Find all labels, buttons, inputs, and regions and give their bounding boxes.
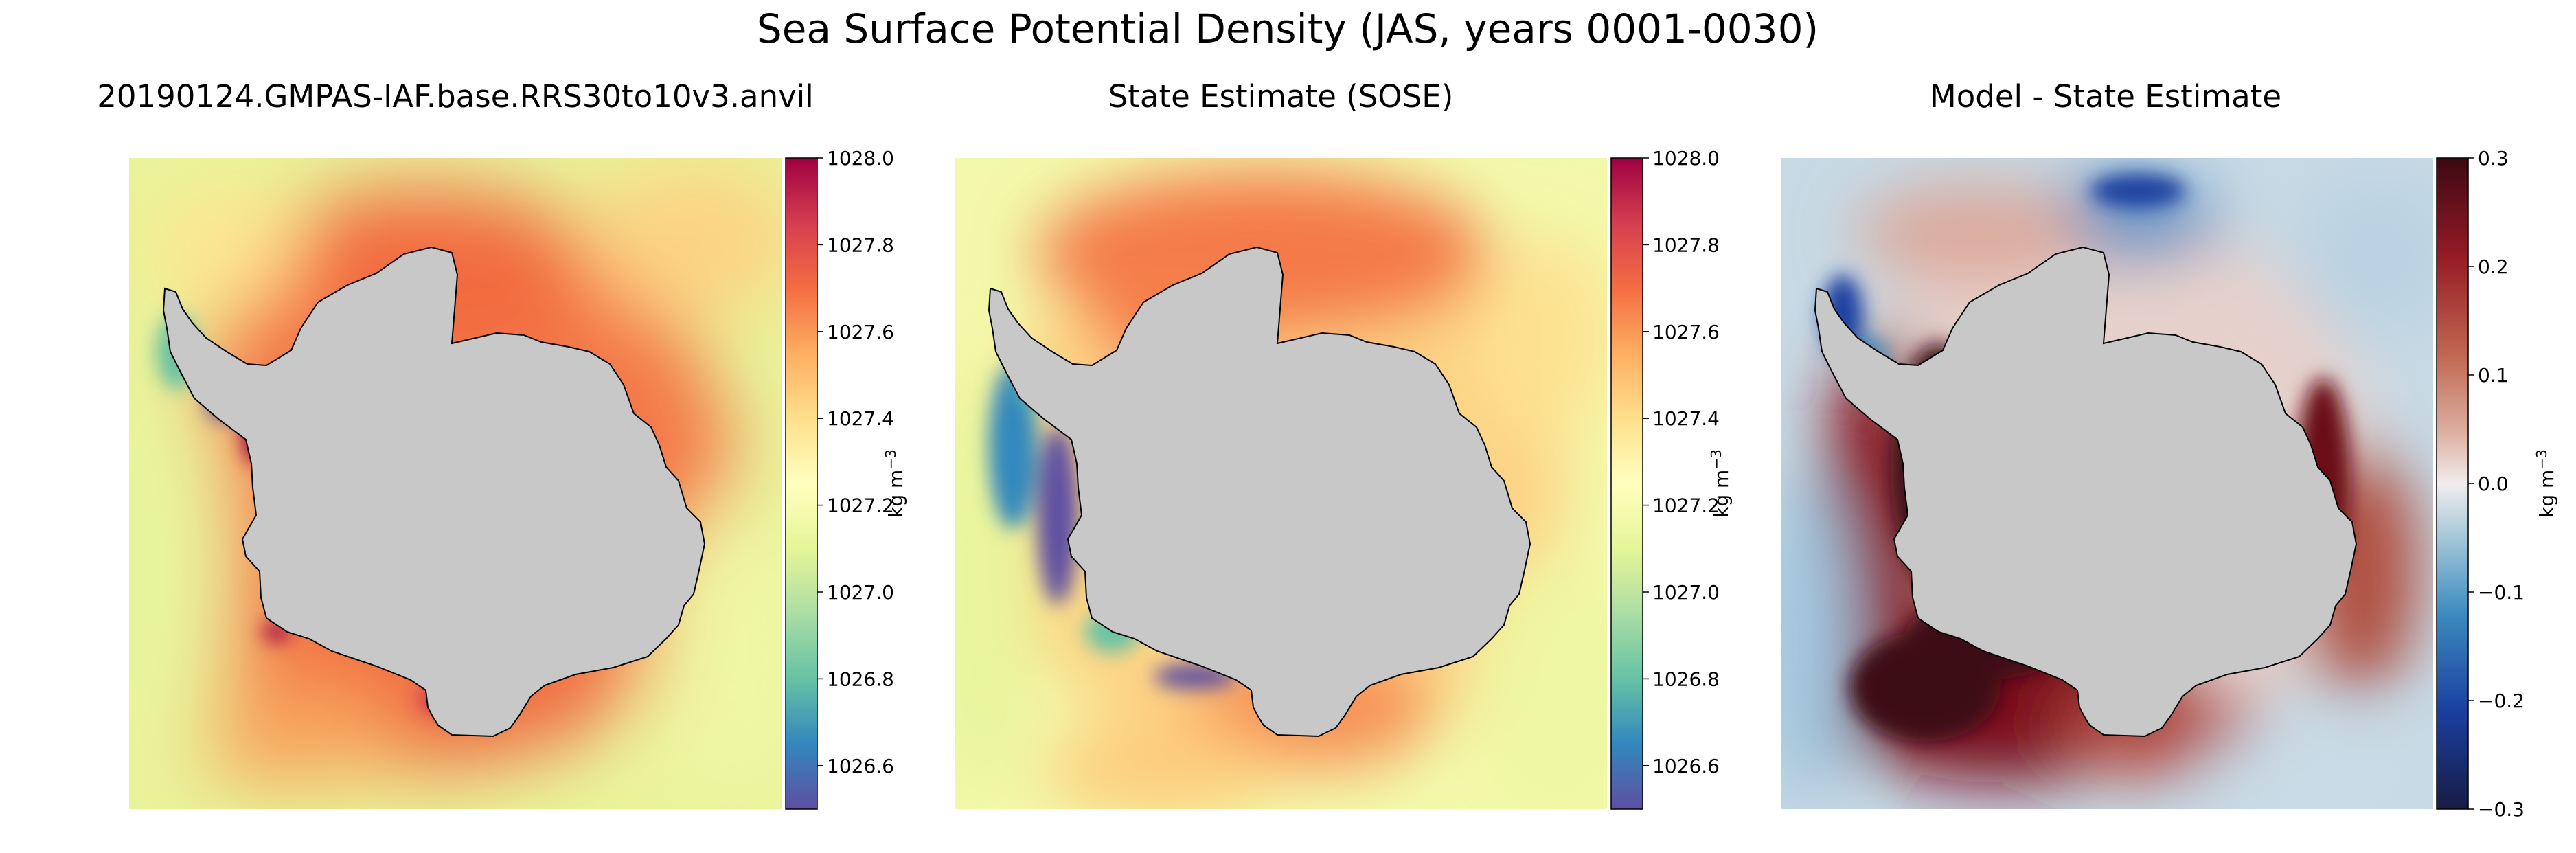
colorbar-sose-label: kg m−3 (1708, 449, 1733, 518)
colorbar-difference-tick-label: −0.1 (2478, 581, 2524, 604)
colorbar-difference-tick-label: 0.0 (2478, 473, 2509, 495)
colorbar-sose-tick-label: 1026.8 (1652, 668, 1720, 690)
colorbar-model-tick-label: 1027.0 (827, 581, 894, 604)
colorbar-sose-tick-label: 1027.0 (1652, 581, 1720, 604)
colorbar-model-tick-label: 1027.8 (827, 234, 894, 256)
panel-sose: State Estimate (SOSE) (955, 78, 1733, 810)
colorbar-difference-ticks: −0.3 −0.2 −0.1 0.0 0.1 0.2 0.3 (2468, 147, 2524, 821)
panel-model-title: 20190124.GMPAS-IAF.base.RRS30to10v3.anvi… (97, 78, 814, 115)
colorbar-sose-tick-label: 1026.6 (1652, 755, 1720, 777)
colorbar-sose: 1026.6 1026.8 1027.0 1027.2 1027.4 1027.6 1027… (1610, 147, 1733, 810)
colorbar-model-ticks: 1026.6 1026.8 1027.0 1027.2 1027.4 1027.6 1027… (817, 147, 894, 777)
figure-title: Sea Surface Potential Density (JAS, year… (757, 5, 1819, 52)
colorbar-difference-tick-label: −0.3 (2478, 798, 2524, 821)
colorbar-sose-tick-label: 1027.2 (1652, 494, 1720, 517)
colorbar-sose-tick-label: 1027.6 (1652, 321, 1720, 343)
colorbar-model-label: kg m−3 (882, 449, 907, 518)
colorbar-model-tick-label: 1026.8 (827, 668, 894, 690)
panel-difference-title: Model - State Estimate (1930, 78, 2281, 115)
colorbar-model: 1026.6 1026.8 1027.0 1027.2 1027.4 1027.6 1027… (785, 147, 907, 810)
colorbar-model-tick-label: 1027.6 (827, 321, 894, 343)
colorbar-model-tick-label: 1027.2 (827, 494, 894, 517)
colorbar-model-tick-label: 1027.4 (827, 407, 894, 430)
colorbar-sose-tick-label: 1027.4 (1652, 407, 1720, 430)
colorbar-difference: −0.3 −0.2 −0.1 0.0 0.1 0.2 0.3 kg m−3 (2436, 147, 2558, 821)
colorbar-difference-tick-label: 0.1 (2478, 364, 2509, 387)
colorbar-model-tick-label: 1026.6 (827, 755, 894, 777)
colorbar-difference-tick-label: 0.2 (2478, 255, 2509, 278)
panel-model: 20190124.GMPAS-IAF.base.RRS30to10v3.anvi… (97, 78, 907, 810)
map-sose (955, 158, 1607, 809)
panel-difference: Model - State Estimate (1781, 78, 2558, 821)
map-difference (1781, 158, 2433, 809)
colorbar-difference-tick-label: 0.3 (2478, 147, 2509, 170)
colorbar-sose-tick-label: 1027.8 (1652, 234, 1720, 256)
colorbar-difference-label: kg m−3 (2533, 449, 2558, 518)
colorbar-model-tick-label: 1028.0 (827, 147, 894, 170)
colorbar-sose-ticks: 1026.6 1026.8 1027.0 1027.2 1027.4 1027.6 1027… (1643, 147, 1720, 777)
colorbar-difference-tick-label: −0.2 (2478, 690, 2524, 712)
panel-sose-title: State Estimate (SOSE) (1108, 78, 1454, 115)
colorbar-sose-tick-label: 1028.0 (1652, 147, 1720, 170)
map-model (129, 158, 782, 809)
